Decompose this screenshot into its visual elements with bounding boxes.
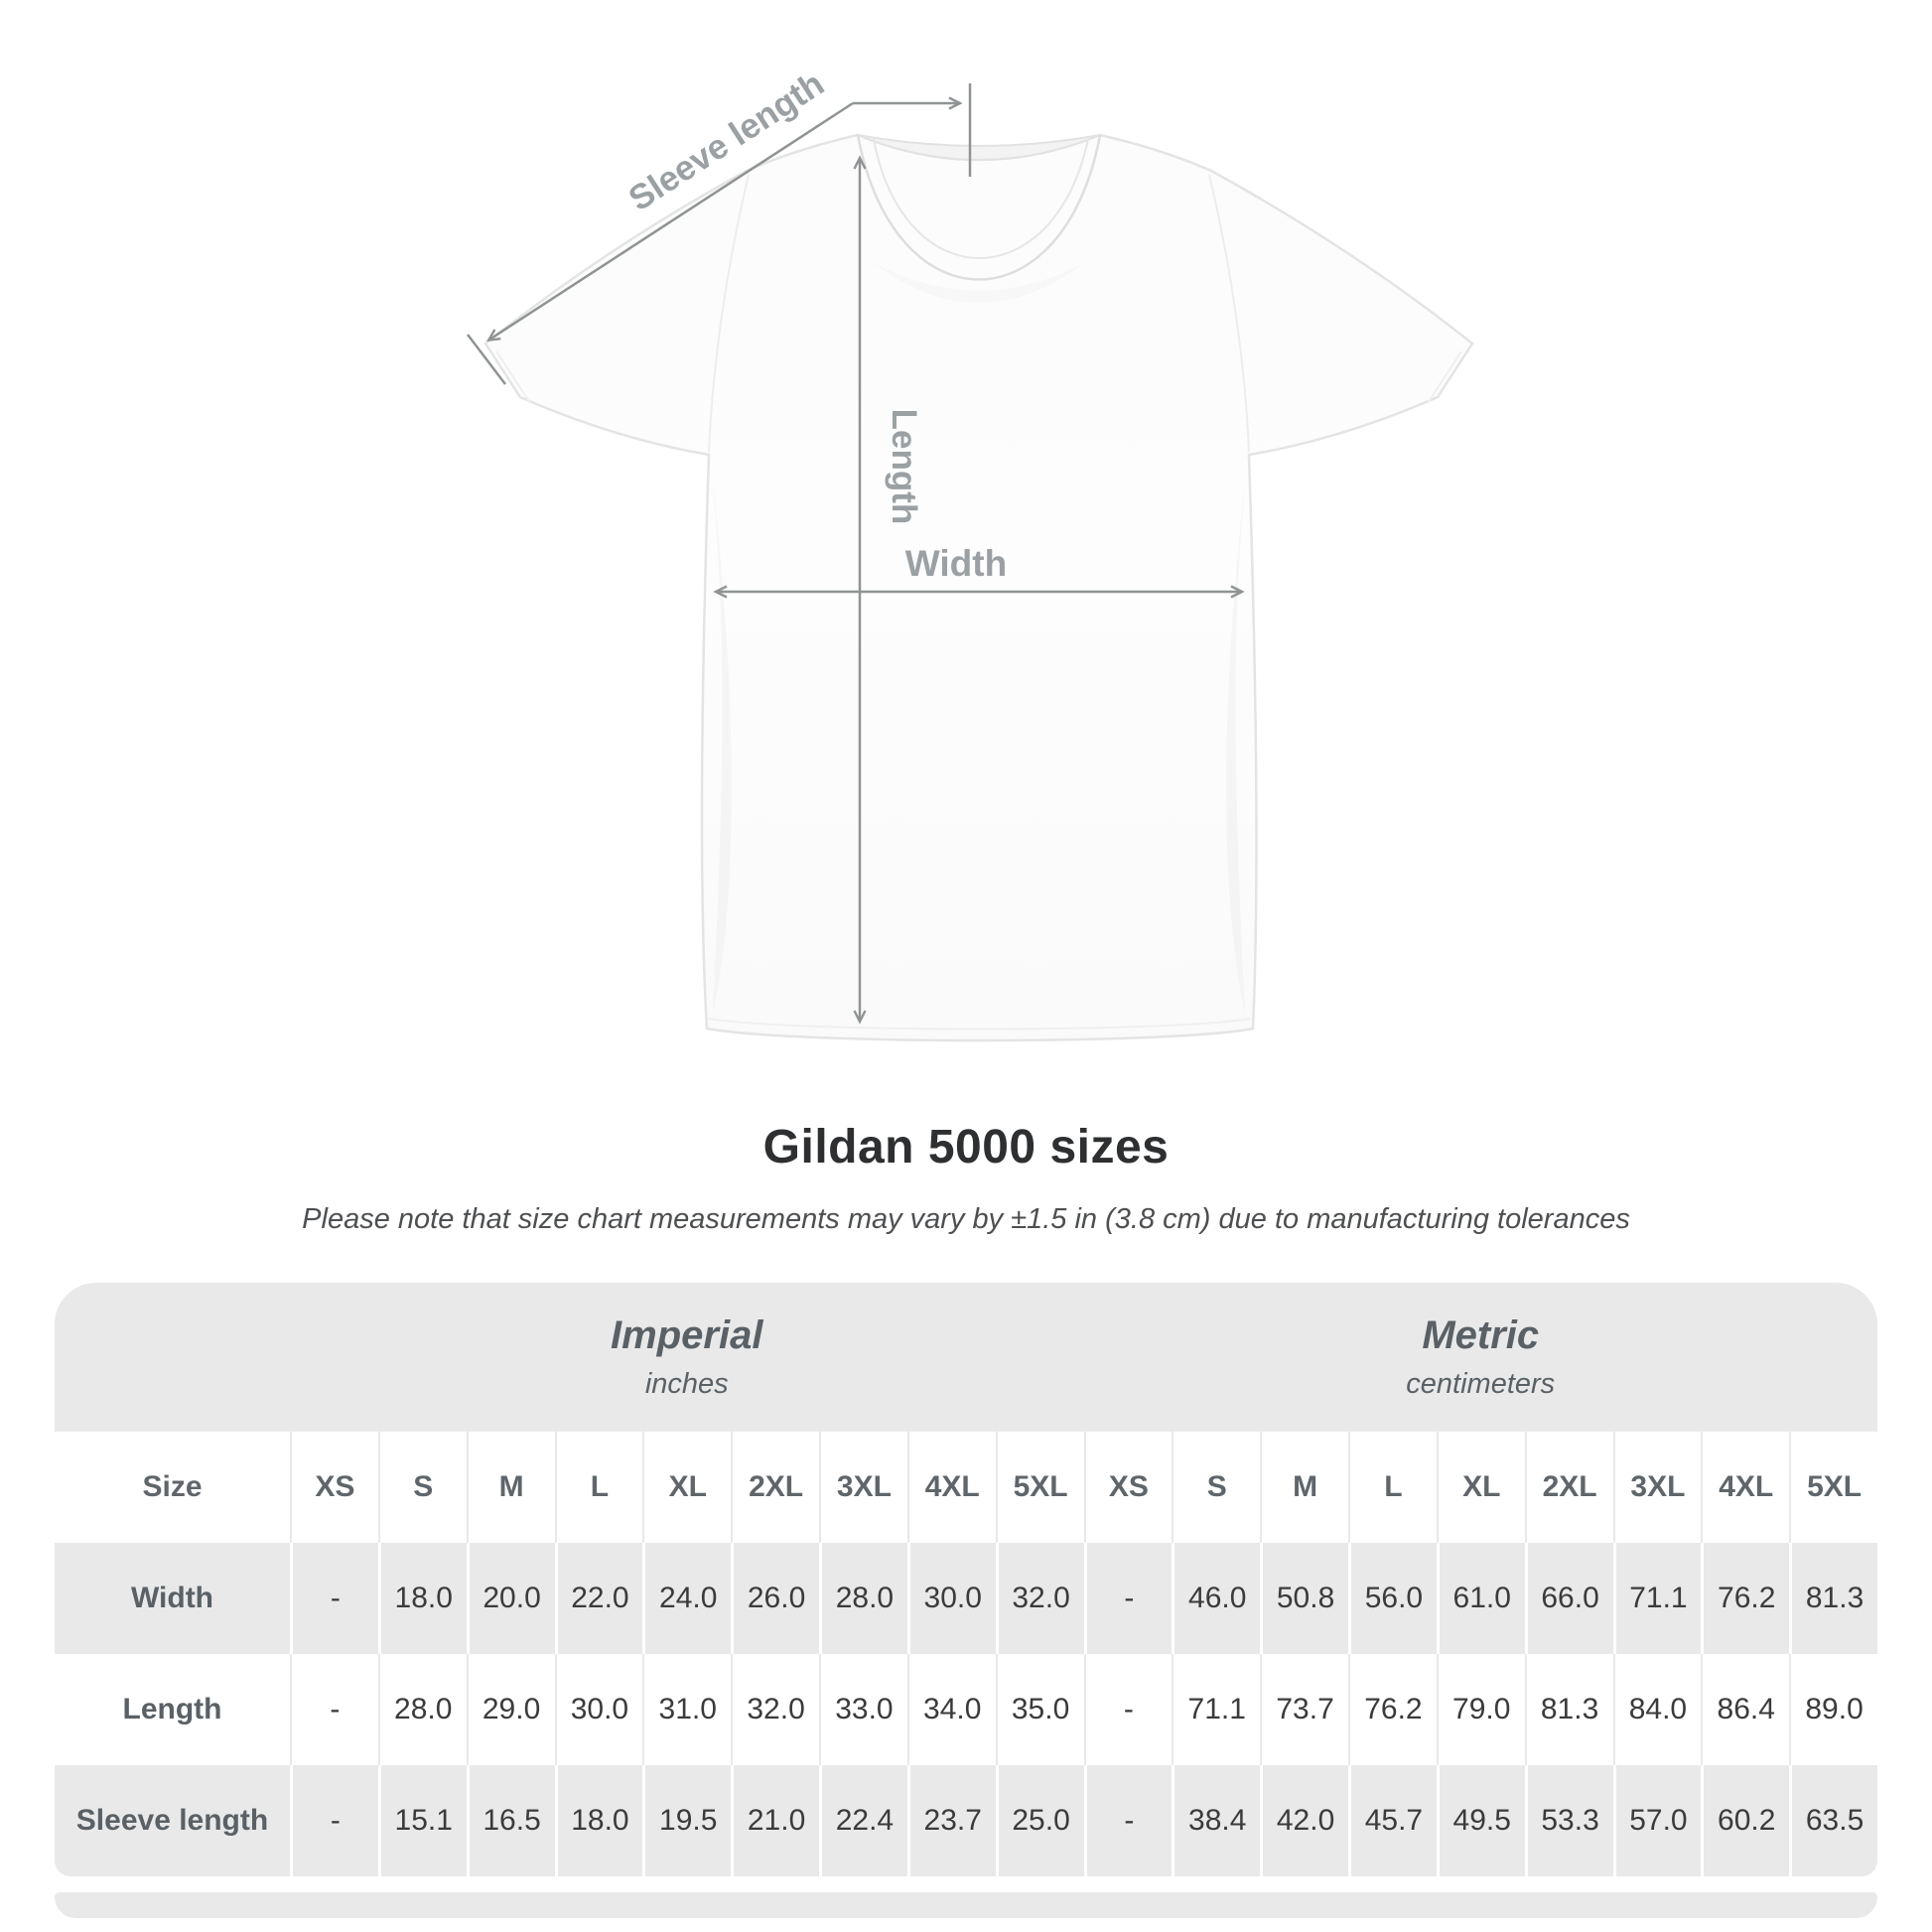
value-cell: 42.0 <box>1260 1765 1348 1876</box>
size-header: XS <box>1083 1432 1173 1543</box>
value-cell: 56.0 <box>1348 1543 1437 1654</box>
value-cell: 60.2 <box>1701 1765 1790 1876</box>
size-header: XL <box>642 1432 732 1543</box>
value-cell: 16.5 <box>466 1765 555 1876</box>
value-cell: 45.7 <box>1348 1765 1437 1876</box>
imperial-sublabel: inches <box>644 1368 729 1400</box>
page-title: Gildan 5000 sizes <box>762 1121 1170 1173</box>
value-cell: 66.0 <box>1524 1543 1613 1654</box>
value-cell: 18.0 <box>554 1765 643 1876</box>
value-cell: 15.1 <box>377 1765 467 1876</box>
collar-inner <box>873 138 1089 259</box>
value-cell: 46.0 <box>1172 1543 1261 1654</box>
value-cell: 30.0 <box>554 1654 643 1765</box>
size-chart-table: Imperial inches Metric centimeters Size … <box>55 1283 1877 1918</box>
value-cell: 61.0 <box>1436 1543 1525 1654</box>
value-cell: 21.0 <box>731 1765 819 1876</box>
size-header: L <box>554 1432 643 1543</box>
value-cell: 81.3 <box>1524 1654 1613 1765</box>
value-cell: 20.0 <box>466 1543 555 1654</box>
value-cell: 30.0 <box>906 1543 996 1654</box>
size-header: M <box>466 1432 555 1543</box>
value-cell: 86.4 <box>1701 1654 1790 1765</box>
metric-sublabel: centimeters <box>1406 1368 1556 1400</box>
row-label: Sleeve length <box>55 1765 290 1876</box>
value-cell: 31.0 <box>642 1654 732 1765</box>
value-cell: - <box>290 1543 378 1654</box>
value-cell: - <box>290 1765 378 1876</box>
unit-band-metric: Metric centimeters <box>1083 1283 1877 1432</box>
sleeve-end-tick <box>467 334 506 385</box>
value-cell: 25.0 <box>995 1765 1084 1876</box>
value-cell: 49.5 <box>1436 1765 1525 1876</box>
sleeve-length-line <box>485 101 854 343</box>
value-cell: 23.7 <box>906 1765 996 1876</box>
size-header: XS <box>290 1432 378 1543</box>
unit-band-imperial: Imperial inches <box>290 1283 1084 1432</box>
value-cell: - <box>1083 1654 1173 1765</box>
size-header: 3XL <box>1612 1432 1702 1543</box>
value-cell: - <box>1083 1765 1173 1876</box>
width-label: Width <box>905 543 1007 584</box>
value-cell: 89.0 <box>1789 1654 1877 1765</box>
value-cell: 29.0 <box>466 1654 555 1765</box>
value-cell: 32.0 <box>995 1543 1084 1654</box>
value-cell: 24.0 <box>642 1543 732 1654</box>
size-header: 4XL <box>906 1432 996 1543</box>
unit-band-spacer <box>55 1283 290 1432</box>
size-column-header: Size <box>55 1432 290 1543</box>
value-cell: 22.0 <box>554 1543 643 1654</box>
measurement-lines <box>467 83 1245 1025</box>
row-label: Width <box>55 1543 290 1654</box>
value-cell: 26.0 <box>731 1543 819 1654</box>
imperial-label: Imperial <box>611 1313 763 1357</box>
value-cell: 28.0 <box>377 1654 467 1765</box>
size-header: 3XL <box>819 1432 907 1543</box>
value-cell: 18.0 <box>377 1543 467 1654</box>
size-header: S <box>1172 1432 1261 1543</box>
value-cell: 28.0 <box>819 1543 907 1654</box>
tshirt-measurement-diagram: Sleeve length Length Width <box>467 65 1474 1042</box>
size-header: S <box>377 1432 467 1543</box>
value-cell: 33.0 <box>819 1654 907 1765</box>
metric-label: Metric <box>1422 1313 1540 1357</box>
value-cell: 22.4 <box>819 1765 907 1876</box>
value-cell: 81.3 <box>1789 1543 1877 1654</box>
value-cell: 71.1 <box>1612 1543 1702 1654</box>
value-cell: 32.0 <box>731 1654 819 1765</box>
value-cell: 53.3 <box>1524 1765 1613 1876</box>
size-header: M <box>1260 1432 1348 1543</box>
size-header: 5XL <box>1789 1432 1877 1543</box>
tolerance-note: Please note that size chart measurements… <box>302 1203 1630 1235</box>
table-footer-strip <box>55 1892 1877 1918</box>
value-cell: - <box>1083 1543 1173 1654</box>
row-label: Length <box>55 1654 290 1765</box>
size-header: 2XL <box>1524 1432 1613 1543</box>
length-label: Length <box>885 409 923 525</box>
value-cell: 76.2 <box>1348 1654 1437 1765</box>
value-cell: 57.0 <box>1612 1765 1702 1876</box>
value-cell: 84.0 <box>1612 1654 1702 1765</box>
value-cell: 73.7 <box>1260 1654 1348 1765</box>
tshirt-graphic: Sleeve length Length Width <box>467 65 1474 1042</box>
size-header: 5XL <box>995 1432 1084 1543</box>
value-cell: 50.8 <box>1260 1543 1348 1654</box>
value-cell: 19.5 <box>642 1765 732 1876</box>
size-header: 4XL <box>1701 1432 1790 1543</box>
value-cell: 79.0 <box>1436 1654 1525 1765</box>
value-cell: 34.0 <box>906 1654 996 1765</box>
table-bottom-gap <box>55 1876 1877 1892</box>
value-cell: 71.1 <box>1172 1654 1261 1765</box>
value-cell: 63.5 <box>1789 1765 1877 1876</box>
value-cell: - <box>290 1654 378 1765</box>
value-cell: 38.4 <box>1172 1765 1261 1876</box>
value-cell: 76.2 <box>1701 1543 1790 1654</box>
size-header: L <box>1348 1432 1437 1543</box>
size-header: XL <box>1436 1432 1525 1543</box>
tshirt-shape <box>483 133 1474 1042</box>
value-cell: 35.0 <box>995 1654 1084 1765</box>
size-header: 2XL <box>731 1432 819 1543</box>
collar-outer <box>856 134 1102 281</box>
